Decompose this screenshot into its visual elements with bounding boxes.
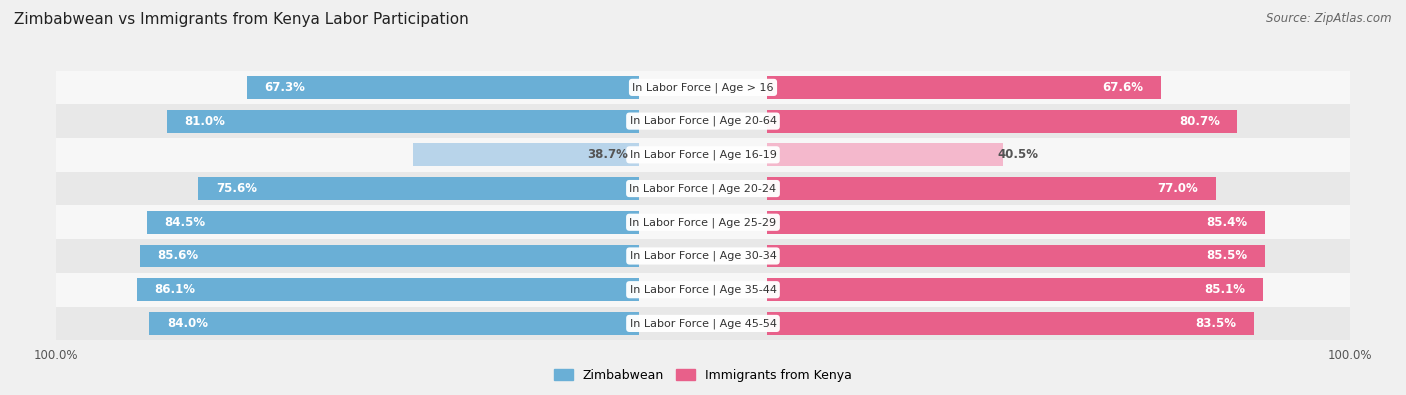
Bar [146,211,638,234]
Text: 83.5%: 83.5% [1195,317,1236,330]
Bar [768,211,1264,234]
Text: 85.5%: 85.5% [1206,250,1247,263]
Bar [198,177,638,200]
Bar [768,245,1265,267]
Text: In Labor Force | Age 16-19: In Labor Force | Age 16-19 [630,150,776,160]
Bar [413,143,638,166]
Text: In Labor Force | Age 20-64: In Labor Force | Age 20-64 [630,116,776,126]
Bar [138,278,638,301]
Bar [768,312,1254,335]
Bar [768,177,1216,200]
Text: 67.3%: 67.3% [264,81,305,94]
Text: 86.1%: 86.1% [155,283,195,296]
Bar [768,278,1263,301]
Text: Zimbabwean vs Immigrants from Kenya Labor Participation: Zimbabwean vs Immigrants from Kenya Labo… [14,12,468,27]
Bar [56,205,1350,239]
Bar [56,239,1350,273]
Bar [56,71,1350,104]
Bar [247,76,638,99]
Text: 67.6%: 67.6% [1102,81,1143,94]
Text: 85.4%: 85.4% [1206,216,1247,229]
Text: 77.0%: 77.0% [1157,182,1198,195]
Text: In Labor Force | Age 25-29: In Labor Force | Age 25-29 [630,217,776,228]
Text: 85.1%: 85.1% [1205,283,1246,296]
Bar [56,273,1350,307]
Bar [56,172,1350,205]
Text: 85.6%: 85.6% [157,250,198,263]
Text: 80.7%: 80.7% [1180,115,1220,128]
Bar [167,110,638,133]
Bar [141,245,638,267]
Bar [56,104,1350,138]
Bar [56,138,1350,172]
Bar [56,307,1350,340]
Text: 75.6%: 75.6% [217,182,257,195]
Bar [768,143,1002,166]
Text: 81.0%: 81.0% [184,115,225,128]
Text: 40.5%: 40.5% [997,148,1038,161]
Text: In Labor Force | Age > 16: In Labor Force | Age > 16 [633,82,773,93]
Bar [149,312,638,335]
Text: In Labor Force | Age 35-44: In Labor Force | Age 35-44 [630,284,776,295]
Text: 38.7%: 38.7% [586,148,627,161]
Text: Source: ZipAtlas.com: Source: ZipAtlas.com [1267,12,1392,25]
Bar [768,76,1161,99]
Legend: Zimbabwean, Immigrants from Kenya: Zimbabwean, Immigrants from Kenya [548,364,858,387]
Text: 84.5%: 84.5% [165,216,205,229]
Text: In Labor Force | Age 45-54: In Labor Force | Age 45-54 [630,318,776,329]
Text: In Labor Force | Age 30-34: In Labor Force | Age 30-34 [630,251,776,261]
Text: In Labor Force | Age 20-24: In Labor Force | Age 20-24 [630,183,776,194]
Text: 84.0%: 84.0% [167,317,208,330]
Bar [768,110,1237,133]
